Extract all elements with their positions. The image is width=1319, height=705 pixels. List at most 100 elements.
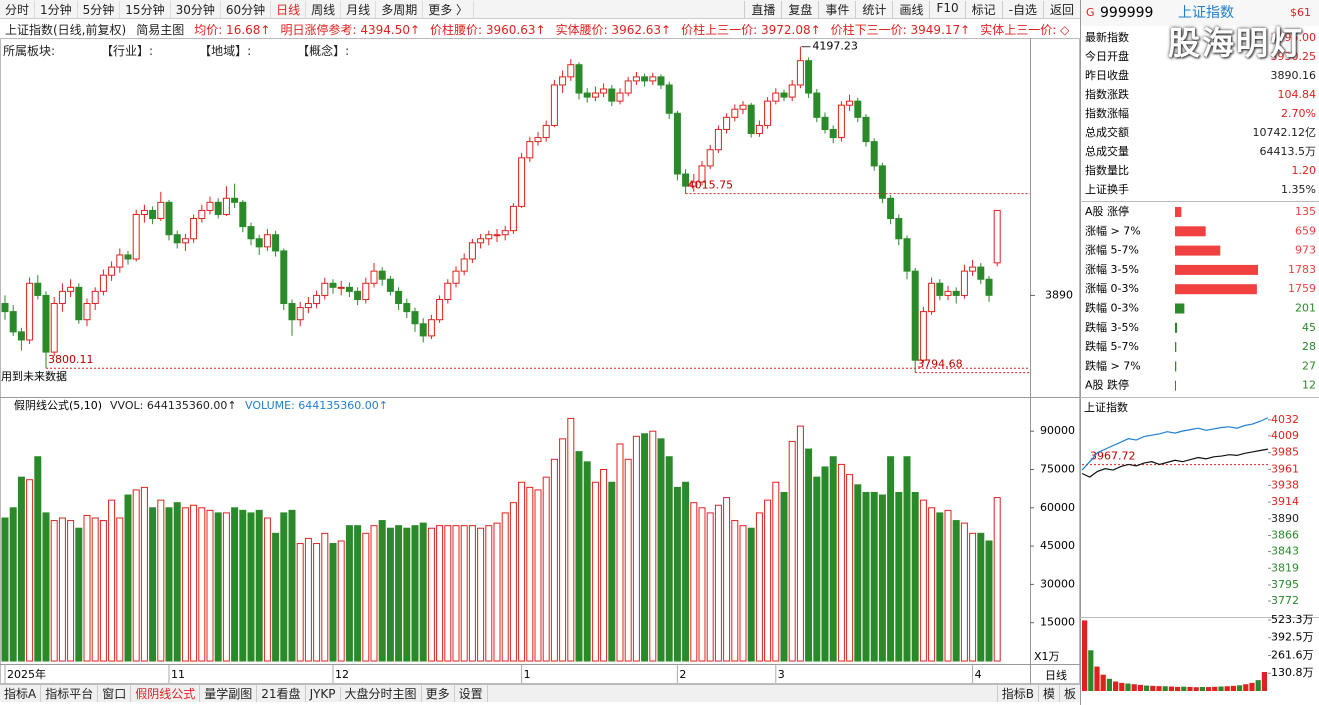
tool-button[interactable]: 画线 [892, 0, 929, 18]
indicator-value: 实体上三一价: ◇ [980, 22, 1070, 37]
volume-bar [829, 456, 837, 662]
volume-bar [969, 532, 977, 662]
sector-label: 【行业】: [101, 43, 154, 58]
bottom-tab[interactable]: 设置 [455, 685, 488, 702]
bottom-tab[interactable]: 21看盘 [257, 685, 306, 702]
y-tick-label: 523.3万 [1271, 613, 1314, 626]
bottom-tab[interactable]: 指标平台 [41, 685, 99, 702]
period-label[interactable]: 日线 [1045, 668, 1067, 682]
volume-bar [772, 481, 780, 662]
volume-bar [477, 527, 485, 662]
candle-body [272, 234, 280, 252]
volume-bar [247, 512, 255, 662]
period-tab[interactable]: 分时 [0, 0, 36, 18]
candle-body [263, 234, 271, 248]
tool-button[interactable]: 返回 [1042, 0, 1080, 18]
breadth-value: 1759 [1288, 282, 1316, 295]
period-tab[interactable]: 月线 [341, 0, 377, 18]
candle-body [304, 303, 312, 309]
period-tab[interactable]: 5分钟 [78, 0, 121, 18]
bottom-tab[interactable]: 窗口 [98, 685, 132, 702]
breadth-value: 973 [1295, 244, 1316, 257]
tool-button[interactable]: -自选 [1001, 0, 1043, 18]
volume-bar [977, 532, 985, 662]
minute-volume-bar [1088, 650, 1094, 691]
volume-bar [329, 543, 337, 662]
tool-button[interactable]: 直播 [744, 0, 781, 18]
period-tab[interactable]: 1分钟 [35, 0, 78, 18]
quote-label: 总成交额 [1085, 125, 1129, 139]
volume-bar [747, 527, 755, 662]
bottom-tab[interactable]: 更多 [422, 685, 455, 702]
bottom-tab[interactable]: JYKP [306, 686, 341, 701]
candle-body [698, 165, 706, 183]
x-tick-label: 11 [171, 668, 185, 681]
volume-bar [436, 525, 444, 662]
minute-volume-bar [1206, 687, 1212, 691]
quote-label: 指数量比 [1085, 163, 1129, 177]
volume-bar [755, 512, 763, 662]
minute-volume-bar [1100, 674, 1106, 691]
tool-button[interactable]: F10 [929, 0, 964, 18]
y-tick-label: 30000 [1040, 577, 1075, 590]
breadth-bar [1175, 207, 1182, 217]
quote-value: 3995.00 [1271, 31, 1317, 44]
candle-body [157, 201, 165, 220]
x-tick-label: 2 [679, 668, 686, 681]
candle-body [755, 124, 763, 135]
bottom-tab[interactable]: 量学副图 [200, 685, 258, 702]
period-tab[interactable]: 日线 [271, 0, 307, 18]
candle-body [468, 242, 476, 260]
bottom-tab[interactable]: 大盘分时主图 [341, 685, 422, 702]
flag: $61 [1290, 6, 1311, 19]
volume-bar [206, 509, 214, 662]
candle-body [509, 205, 517, 232]
volume-bar [723, 497, 731, 662]
tool-button[interactable]: 标记 [964, 0, 1002, 18]
volume-bar [632, 435, 640, 662]
bottom-tab[interactable]: 板 [1058, 685, 1080, 702]
tool-group: 直播 复盘 事件 统计 画线 F10 标记 -自选 返回 [744, 0, 1080, 18]
candle-body [813, 92, 821, 118]
breadth-label: 跌幅 > 7% [1085, 358, 1141, 372]
bottom-tab[interactable]: 模 [1037, 685, 1059, 702]
tool-button[interactable]: 事件 [818, 0, 855, 18]
breadth-label: 涨幅 5-7% [1085, 244, 1139, 257]
indicator-value: 价柱腰价: 3960.63↑ [430, 22, 546, 37]
period-tab[interactable]: 30分钟 [171, 0, 221, 18]
minute-volume-bar [1237, 685, 1243, 691]
bottom-tab[interactable]: 指标B [996, 685, 1038, 702]
volume-bar [739, 525, 747, 662]
unit-label: X1万 [1034, 650, 1060, 663]
x-tick-label: 2025年 [7, 667, 46, 681]
volume-bar [952, 520, 960, 662]
candle-body [83, 303, 91, 321]
volume-bar [198, 507, 206, 662]
breadth-value: 1783 [1288, 263, 1316, 276]
period-tab[interactable]: 60分钟 [221, 0, 272, 18]
volume-bar [526, 486, 534, 662]
period-tab[interactable]: 周线 [306, 0, 342, 18]
minute-volume-bar [1224, 686, 1230, 691]
volume-bar [321, 532, 329, 662]
period-tab[interactable]: 多周期 [376, 0, 424, 18]
breadth-bar [1175, 322, 1178, 333]
tool-button[interactable]: 复盘 [781, 0, 818, 18]
period-tab[interactable]: 更多 〉 [423, 0, 475, 18]
candle-body [17, 331, 25, 341]
volume-bar [796, 425, 804, 662]
panel-title: 上证指数 [1084, 400, 1128, 414]
volume-bar [878, 494, 886, 662]
period-tab[interactable]: 15分钟 [120, 0, 171, 18]
tool-button[interactable]: 统计 [855, 0, 892, 18]
candle-body [91, 290, 99, 305]
quote-value: 104.84 [1278, 88, 1317, 101]
bottom-tab[interactable]: 假阴线公式 [131, 685, 201, 702]
candle-body [411, 311, 419, 325]
minute-volume-bar [1144, 685, 1150, 691]
breadth-value: 27 [1302, 359, 1316, 372]
volume-bar [337, 540, 345, 662]
bottom-tab[interactable]: 指标A [0, 685, 42, 702]
mode-selector[interactable]: 简易主图 [136, 22, 185, 37]
